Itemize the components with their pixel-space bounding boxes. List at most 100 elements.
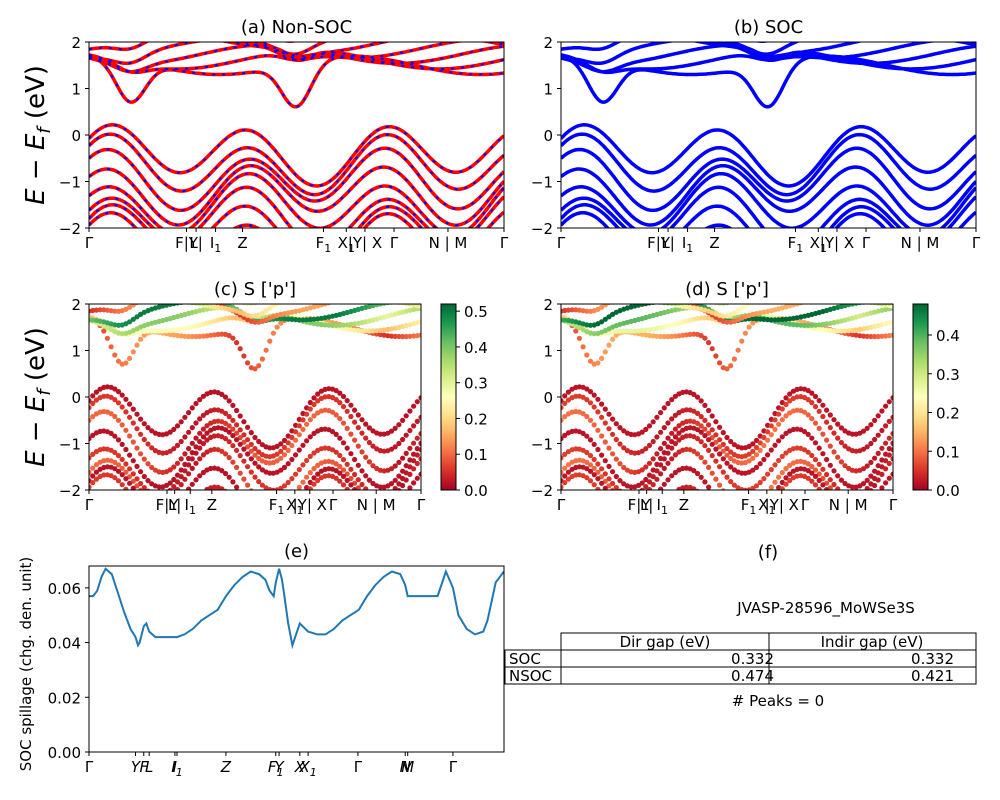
panel-c-point xyxy=(256,449,262,455)
panel-c-xtick-label: Γ xyxy=(329,496,338,514)
peaks-count: # Peaks = 0 xyxy=(732,692,824,710)
panel-d-point xyxy=(602,406,608,412)
panel-d-point xyxy=(646,423,653,429)
panel-c-point xyxy=(281,444,288,451)
panel-e-xtick-label: M xyxy=(401,758,414,776)
panel-d-point xyxy=(621,328,627,334)
panel-d-point xyxy=(831,481,837,488)
panel-c-point xyxy=(189,481,195,487)
panel-d-point xyxy=(658,486,664,490)
panel-d-point xyxy=(717,464,723,470)
panel-c-point xyxy=(226,423,232,429)
panel-d-point xyxy=(698,333,704,339)
panel-c-point xyxy=(211,433,217,439)
panel-c-point xyxy=(285,479,291,486)
panel-f-gap-table: (f) JVASP-28596_MoWSe3S Dir gap (eV) Ind… xyxy=(504,542,977,710)
panel-d-point xyxy=(809,322,815,328)
panel-c-point xyxy=(222,420,229,426)
panel-c-point xyxy=(377,484,383,490)
panel-b-xtick-label: Γ xyxy=(557,234,566,252)
panel-d-point xyxy=(658,462,664,468)
panel-d-point xyxy=(702,479,708,485)
panel-d-point xyxy=(702,335,708,341)
panel-c-colorbar-label: 0.0 xyxy=(464,482,488,500)
panel-d-point xyxy=(750,316,756,322)
panel-d-point xyxy=(831,449,837,455)
panel-d-point xyxy=(864,463,870,469)
panel-c-point xyxy=(204,430,210,436)
panel-c-point xyxy=(333,475,339,481)
panel-d-point xyxy=(628,328,634,334)
panel-c-point xyxy=(130,458,136,464)
panel-c-point xyxy=(296,317,302,323)
panel-c-point xyxy=(337,390,343,396)
panel-c-point xyxy=(388,466,395,472)
panel-c-point xyxy=(366,439,372,446)
panel-c-point xyxy=(333,397,339,403)
panel-c-point xyxy=(304,411,310,417)
panel-d-point xyxy=(776,317,782,323)
panel-c-point xyxy=(112,475,118,481)
panel-d-point xyxy=(820,482,826,488)
panel-c-point xyxy=(112,466,118,472)
panel-d-point xyxy=(698,474,704,480)
panel-d-point xyxy=(698,423,704,429)
panel-d-point xyxy=(761,442,767,449)
panel-c-point xyxy=(219,486,225,490)
panel-d-point xyxy=(595,486,601,490)
panel-d-point xyxy=(584,433,590,439)
panel-c-point xyxy=(241,419,247,425)
panel-c-point xyxy=(127,433,133,439)
panel-d-point xyxy=(809,416,815,422)
panel-c-point xyxy=(337,322,343,328)
panel-d-point xyxy=(864,425,870,431)
panel-c-point xyxy=(267,338,273,344)
panel-c-point xyxy=(90,480,96,486)
panel-e-xtick-label: F xyxy=(139,758,148,776)
panel-d-point xyxy=(872,417,878,423)
panel-d-point xyxy=(562,465,568,471)
panel-e-ytick-label: 0.00 xyxy=(48,744,81,762)
panel-c-point xyxy=(230,459,236,465)
panel-c-point xyxy=(392,444,398,450)
panel-c-point xyxy=(93,389,99,395)
panel-d-point xyxy=(561,405,564,411)
panel-c-point xyxy=(414,435,420,441)
panel-d-point xyxy=(717,437,723,443)
panel-c-point xyxy=(112,413,118,420)
panel-d-point xyxy=(639,467,645,473)
panel-c-point xyxy=(230,433,236,439)
panel-c-point xyxy=(307,316,313,323)
panel-d-point xyxy=(783,395,789,401)
panel-c-point xyxy=(278,320,284,326)
panel-d-point xyxy=(694,436,701,442)
panel-c-point xyxy=(259,356,265,362)
panel-c-point xyxy=(171,484,177,490)
panel-d-point xyxy=(872,482,878,489)
panel-c-point xyxy=(141,485,147,490)
panel-c-point xyxy=(130,420,136,426)
panel-d-point xyxy=(562,473,568,479)
panel-d-point xyxy=(595,396,601,402)
panel-c-point xyxy=(348,431,354,437)
panel-d-xtick-label: |Y| X xyxy=(765,496,799,514)
panel-d-point xyxy=(565,389,572,395)
panel-d-point xyxy=(779,434,785,440)
panel-c-point xyxy=(414,475,420,481)
panel-d-point xyxy=(591,482,597,488)
panel-d-point xyxy=(816,445,822,451)
panel-c-point xyxy=(252,446,258,452)
panel-d-point xyxy=(610,469,616,475)
panel-c-point xyxy=(407,485,413,490)
panel-d-point xyxy=(706,430,712,436)
panel-d-point xyxy=(728,479,734,485)
panel-d-point xyxy=(768,447,774,453)
panel-c-point xyxy=(167,429,173,435)
panel-d-point xyxy=(565,469,572,475)
panel-d-point xyxy=(842,328,848,334)
panel-d-point xyxy=(706,340,712,346)
panel-c-point xyxy=(411,466,417,472)
panel-d-point xyxy=(698,429,704,435)
panel-c-point xyxy=(355,477,361,483)
